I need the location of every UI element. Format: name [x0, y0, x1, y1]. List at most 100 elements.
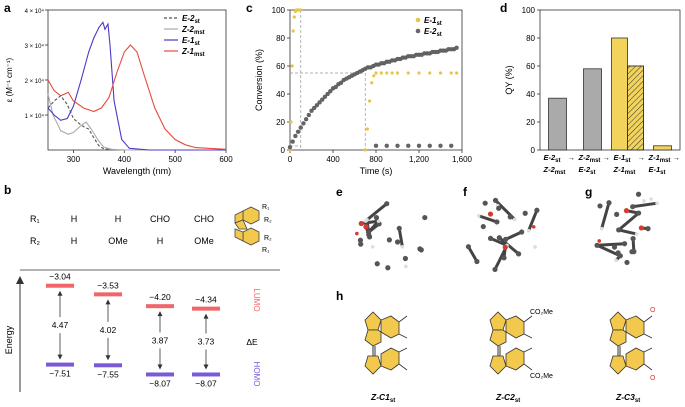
atom [630, 235, 636, 242]
atom [396, 225, 402, 231]
x-tick-label: 0 [288, 155, 293, 164]
series-line-E-2st [47, 95, 226, 151]
bond [477, 214, 499, 224]
r2-row-label: R₂ [30, 236, 40, 246]
data-point-E-2st [373, 143, 379, 148]
atom [502, 244, 508, 250]
molecule-render-e [355, 201, 428, 271]
six-ring [625, 315, 645, 339]
gap-arrowhead-up [57, 290, 63, 296]
homo-label: HOMO [252, 362, 261, 387]
atom [645, 226, 651, 232]
panel-label-h: h [336, 289, 343, 303]
lumo-level-bar [192, 306, 220, 311]
six-ring [505, 347, 525, 371]
energy-axis-arrowhead [16, 276, 24, 284]
atom [400, 245, 405, 249]
atom [599, 226, 604, 231]
data-point-E-1st [395, 71, 400, 75]
substituent-bond [643, 315, 653, 323]
series-line-E-1st [47, 21, 226, 151]
substituent-bond [643, 363, 653, 371]
bond [365, 202, 389, 222]
atom [386, 237, 392, 243]
bond [631, 201, 659, 209]
data-point-E-2st [295, 129, 301, 134]
bar [653, 145, 672, 151]
category-label-from: E-2st [544, 153, 561, 164]
atom [629, 249, 635, 255]
aldehyde-label-bottom: O [650, 375, 656, 382]
panel-label-f: f [463, 185, 468, 199]
atom [480, 223, 486, 230]
bond [617, 228, 639, 236]
atom [370, 245, 375, 249]
gap-arrowhead-down [57, 354, 63, 360]
gap-value: 3.73 [198, 337, 215, 347]
atom [635, 191, 642, 197]
bar [548, 97, 567, 151]
atom [531, 225, 536, 229]
atom [366, 232, 372, 238]
atom [507, 214, 513, 220]
series-line-Z-2mst [47, 93, 226, 151]
atom [649, 197, 653, 201]
data-point-E-2st [309, 108, 314, 113]
substituent-bond [398, 333, 408, 339]
atom [630, 204, 636, 210]
x-tick-label: 500 [168, 155, 182, 164]
data-point-E-1st [290, 64, 294, 68]
panel-label-c: c [246, 1, 253, 15]
legend-swatch [415, 17, 421, 23]
homo-level-bar [192, 372, 220, 377]
data-point-E-1st [417, 71, 421, 75]
atom [519, 229, 525, 235]
category-label-from: Z-1mst [648, 153, 671, 164]
data-point-E-2st [427, 143, 432, 148]
data-point-E-1st [288, 148, 292, 152]
substituent-bond [523, 315, 533, 323]
atom [634, 232, 639, 236]
data-point-E-1st [406, 71, 410, 75]
bond [359, 219, 381, 225]
x-tick-label: 400 [326, 155, 340, 164]
atom [624, 259, 630, 266]
atom [384, 201, 390, 207]
atom [482, 200, 488, 206]
data-point-E-2st [306, 112, 311, 118]
category-label-to: Z-2mst [543, 165, 566, 176]
data-point-E-2st [317, 100, 322, 105]
category-arrow: → [638, 153, 646, 162]
panel-label-e: e [336, 185, 343, 199]
homo-level-bar [94, 363, 122, 368]
y-tick-label: 20 [276, 118, 285, 127]
atom [355, 231, 359, 236]
atom [496, 235, 502, 241]
atom [502, 236, 509, 243]
six-ring [609, 329, 627, 347]
category-arrow: → [673, 153, 681, 162]
x-tick-label: 1,600 [452, 155, 473, 164]
structure-2: CO₂Me CO₂Me Z-C2st [489, 309, 553, 404]
legend-label: Z-1mst [181, 47, 205, 58]
homo-level-bar [146, 372, 174, 377]
bond [397, 226, 404, 249]
bond [497, 236, 521, 256]
atom [492, 266, 498, 273]
atom [373, 215, 380, 221]
bond [617, 211, 641, 232]
five-ring [489, 311, 507, 331]
atom [533, 245, 537, 249]
x-tick-label: 400 [118, 155, 132, 164]
atom [376, 219, 381, 223]
substituent-bond [523, 363, 533, 371]
homo-value: −7.55 [97, 369, 119, 379]
data-point-E-1st [390, 71, 394, 75]
r1-value: CHO [150, 214, 170, 224]
structure-1: Z-C1st [364, 311, 408, 404]
ester-label-top: CO₂Me [530, 309, 553, 316]
data-point-E-1st [372, 74, 376, 78]
r1-value: H [71, 214, 78, 224]
